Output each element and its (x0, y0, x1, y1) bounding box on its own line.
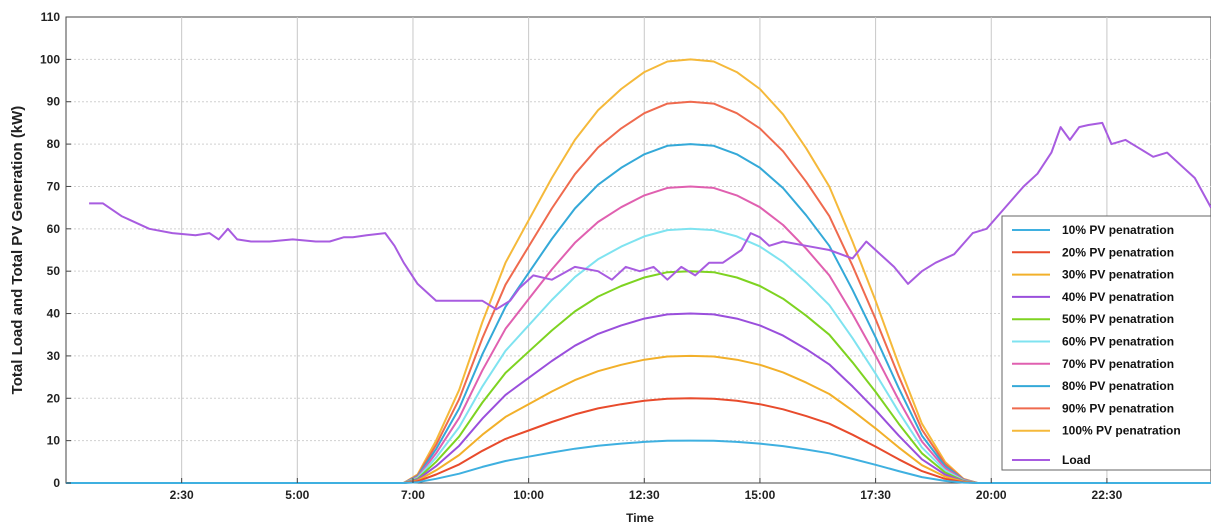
y-axis-title: Total Load and Total PV Generation (kW) (9, 106, 26, 395)
x-tick-label: 20:00 (976, 488, 1007, 502)
y-tick-label: 70 (47, 179, 61, 193)
legend-label: 80% PV penatration (1062, 379, 1174, 393)
legend-label: Load (1062, 453, 1091, 467)
y-tick-label: 80 (47, 137, 61, 151)
series-line-10pct-pv (66, 439, 1211, 484)
legend: 10% PV penatration 20% PV penatration 30% … (1001, 215, 1211, 471)
series-line-60pct-pv (66, 227, 1211, 484)
y-tick-label: 110 (41, 10, 61, 24)
legend-label: 90% PV penatration (1062, 401, 1174, 415)
legend-label: 60% PV penatration (1062, 335, 1174, 349)
legend-label: 10% PV penatration (1062, 223, 1174, 237)
y-tick-label: 60 (47, 222, 61, 236)
tick-layer: 0 10 20 30 40 50 60 70 80 90 100 110 2:30 5:00 7:00 10:… (40, 10, 1123, 502)
y-tick-label: 40 (47, 307, 61, 321)
series-line-100pct-pv (66, 58, 1211, 484)
legend-label: 70% PV penatration (1062, 357, 1174, 371)
x-tick-label: 10:00 (513, 488, 544, 502)
series-line-50pct-pv (66, 270, 1211, 484)
series-line-40pct-pv (66, 312, 1211, 484)
x-tick-label: 7:00 (401, 488, 425, 502)
legend-label: 30% PV penatration (1062, 268, 1174, 282)
series-line-load (89, 121, 1211, 311)
series-line-20pct-pv (66, 397, 1211, 484)
x-axis-title: Time (626, 511, 654, 524)
y-tick-label: 50 (47, 264, 61, 278)
y-tick-label: 20 (47, 391, 61, 405)
x-tick-label: 2:30 (170, 488, 194, 502)
y-tick-label: 100 (40, 52, 60, 66)
series-line-80pct-pv (66, 143, 1211, 484)
x-tick-label: 12:30 (629, 488, 660, 502)
series-line-70pct-pv (66, 185, 1211, 484)
y-tick-label: 0 (53, 476, 60, 490)
x-tick-label: 22:30 (1092, 488, 1123, 502)
y-tick-label: 30 (47, 349, 61, 363)
legend-label: 50% PV penatration (1062, 312, 1174, 326)
legend-box (1001, 215, 1211, 471)
legend-label: 20% PV penatration (1062, 245, 1174, 259)
x-tick-label: 17:30 (860, 488, 891, 502)
y-tick-label: 10 (47, 434, 61, 448)
y-tick-label: 90 (47, 95, 61, 109)
legend-label: 40% PV penatration (1062, 290, 1174, 304)
legend-label: 100% PV penatration (1062, 424, 1181, 438)
series-line-30pct-pv (66, 354, 1211, 484)
series-line-90pct-pv (66, 100, 1211, 484)
x-tick-label: 5:00 (285, 488, 309, 502)
series-layer (66, 58, 1211, 484)
x-tick-label: 15:00 (745, 488, 776, 502)
